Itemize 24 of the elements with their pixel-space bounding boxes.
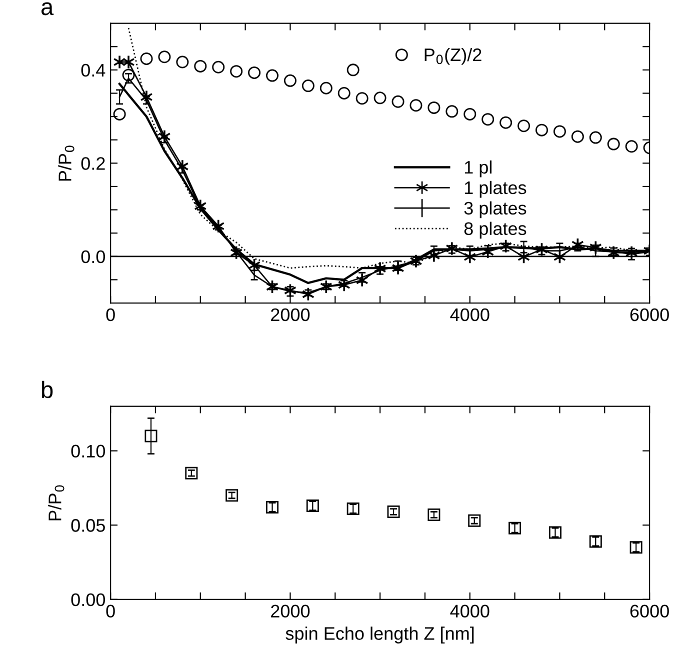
legend-label: 1 plates xyxy=(464,180,526,198)
legend-label: P$_{0}$(Z)/2 xyxy=(424,48,482,65)
x-tick-label: 6000 xyxy=(630,308,669,322)
legend-label: 8 plates xyxy=(464,222,526,239)
legend-label: 3 plates xyxy=(464,201,526,218)
x-tick-label: 6000 xyxy=(630,604,669,618)
x-tick-label: 2000 xyxy=(271,604,310,618)
y-axis-title: P/P$_{0}$ xyxy=(58,146,74,181)
y-tick-label: 0.10 xyxy=(71,444,105,458)
x-tick-label: 2000 xyxy=(271,308,310,322)
y-axis-title: P/P$_{0}$ xyxy=(48,485,64,520)
x-tick-label: 4000 xyxy=(450,604,490,618)
y-tick-label: 0.2 xyxy=(81,157,105,170)
x-tick-label: 0 xyxy=(106,308,115,322)
legend-label: 1 pl xyxy=(464,160,492,178)
chart-title: b xyxy=(42,380,53,398)
x-tick-label: 4000 xyxy=(450,308,490,322)
chart-title: a xyxy=(41,2,54,16)
y-tick-label: 0.0 xyxy=(81,250,105,264)
x-axis-title: spin Echo length Z [nm] xyxy=(286,626,474,644)
y-tick-label: 0.4 xyxy=(81,64,106,77)
y-tick-label: 0.05 xyxy=(71,519,105,532)
x-tick-label: 0 xyxy=(106,604,115,618)
y-tick-label: 0.00 xyxy=(71,593,105,606)
